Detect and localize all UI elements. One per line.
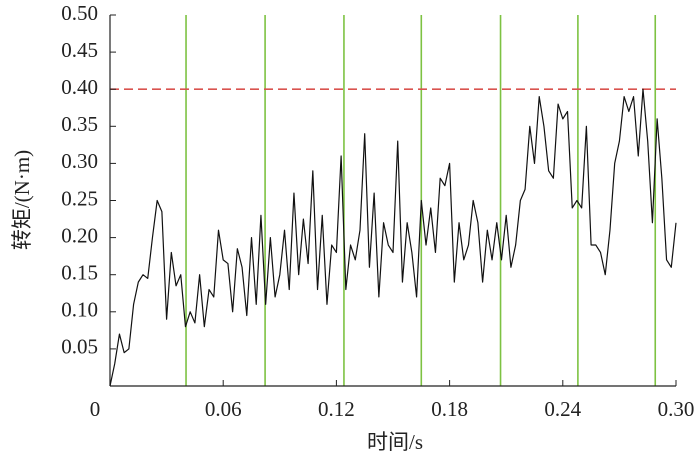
x-axis-label: 时间/s [367,430,423,454]
y-tick-label: 0.20 [61,223,98,247]
y-tick-label: 0.50 [61,1,98,25]
x-tick-label: 0.24 [544,397,581,421]
data-line [109,88,677,387]
x-tick-label: 0.06 [205,397,242,421]
x-tick-label: 0.18 [431,397,468,421]
x-tick-label: 0 [90,397,101,421]
y-tick-label: 0.05 [61,335,98,359]
y-tick-label: 0.30 [61,149,98,173]
x-tick-label: 0.30 [658,397,695,421]
x-tick-label: 0.12 [318,397,355,421]
y-tick-label: 0.15 [61,261,98,285]
y-tick-label: 0.35 [61,112,98,136]
y-tick-label: 0.25 [61,186,98,210]
y-tick-label: 0.40 [61,75,98,99]
y-tick-label: 0.10 [61,298,98,322]
y-tick-label: 0.45 [61,38,98,62]
y-axis-label: 转矩/(N·m) [10,150,34,250]
